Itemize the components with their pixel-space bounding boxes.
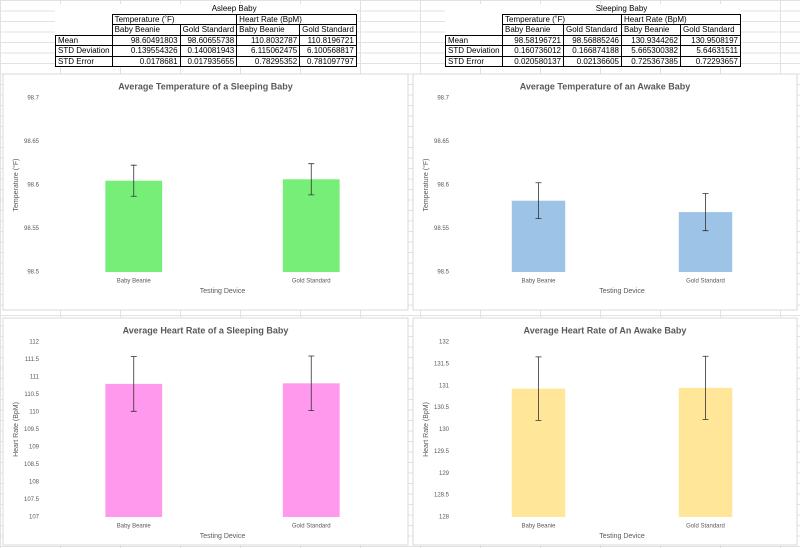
table-title: Asleep Baby xyxy=(211,4,257,13)
chart-area xyxy=(412,73,798,311)
chart-area xyxy=(2,317,409,546)
y-axis-label: Heart Rate (BpM) xyxy=(13,402,20,457)
x-axis-label: Testing Device xyxy=(599,533,645,540)
y-tick-label: 131 xyxy=(439,383,450,389)
y-tick-label: 110 xyxy=(29,410,39,416)
x-tick-label: Gold Standard xyxy=(292,524,331,530)
chart: Average Temperature of an Awake Baby 98.5… xyxy=(412,73,798,311)
y-tick-label: 98.55 xyxy=(24,226,40,232)
y-tick-label: 98.7 xyxy=(437,96,449,102)
y-tick-label: 109.5 xyxy=(24,427,40,433)
error-bar xyxy=(308,355,315,412)
chart-area xyxy=(412,317,798,546)
x-tick-label: Baby Beanie xyxy=(117,524,152,530)
x-tick-label: Gold Standard xyxy=(686,279,725,285)
chart-area xyxy=(2,73,409,311)
y-tick-label: 107.5 xyxy=(24,497,40,503)
table-row: STD Deviation 0.139554326 0.140081943 6.115… xyxy=(55,45,357,57)
y-tick-label: 98.7 xyxy=(27,96,39,102)
table-row: STD Error 0.020580137 0.02136605 0.72536738… xyxy=(445,55,741,67)
y-tick-label: 98.5 xyxy=(437,270,449,276)
error-bar xyxy=(130,164,137,197)
title-row: Sleeping Baby xyxy=(446,4,741,14)
data-table: Asleep Baby Temperature (˚F) Heart Rate (B… xyxy=(55,4,357,67)
chart-title: Average Heart Rate of a Sleeping Baby xyxy=(123,325,289,335)
cell-value: 0.0178681 xyxy=(111,55,181,67)
x-tick-label: Baby Beanie xyxy=(117,279,152,285)
error-bar xyxy=(535,182,542,219)
error-bar xyxy=(535,356,542,421)
y-tick-label: 130 xyxy=(439,427,450,433)
error-bar xyxy=(308,163,315,196)
y-tick-label: 128.5 xyxy=(434,493,450,499)
error-bar xyxy=(702,355,709,420)
x-axis-label: Testing Device xyxy=(200,533,246,540)
y-tick-label: 110.5 xyxy=(24,392,39,398)
y-tick-label: 111 xyxy=(30,375,40,381)
table-row: Mean 98.58196721 98.56885246 130.9344262 130… xyxy=(445,34,741,46)
table-title: Sleeping Baby xyxy=(595,4,648,13)
y-tick-label: 129.5 xyxy=(434,449,450,455)
x-tick-label: Gold Standard xyxy=(292,279,331,285)
error-bar xyxy=(702,193,709,232)
x-tick-label: Baby Beanie xyxy=(521,279,556,285)
x-tick-label: Baby Beanie xyxy=(521,524,556,530)
table-row: STD Error 0.0178681 0.017935655 0.78295352 0… xyxy=(55,55,357,67)
y-tick-label: 129 xyxy=(439,471,450,477)
table-row: STD Deviation 0.160736012 0.166874188 5.665… xyxy=(445,45,741,57)
y-tick-label: 128 xyxy=(439,515,450,521)
y-tick-label: 108 xyxy=(29,480,40,486)
cell-value: 0.78295352 xyxy=(236,55,301,67)
y-tick-label: 98.65 xyxy=(24,139,40,145)
y-axis-label: Temperature (°F) xyxy=(422,159,430,212)
y-tick-label: 98.6 xyxy=(437,183,449,189)
chart-title: Average Heart Rate of An Awake Baby xyxy=(524,325,687,335)
chart: Average Heart Rate of a Sleeping Baby 107… xyxy=(2,317,409,546)
chart-title: Average Temperature of a Sleeping Baby xyxy=(118,81,293,91)
y-tick-label: 111.5 xyxy=(25,357,40,363)
x-axis-label: Testing Device xyxy=(200,288,246,295)
x-axis-label: Testing Device xyxy=(599,288,645,295)
cell-value: 0.72293657 xyxy=(680,55,741,67)
y-tick-label: 98.55 xyxy=(434,226,450,232)
cell-value: 0.781097797 xyxy=(299,55,357,67)
y-tick-label: 131.5 xyxy=(434,361,450,367)
y-tick-label: 98.5 xyxy=(27,270,39,276)
chart: Average Temperature of a Sleeping Baby 98… xyxy=(2,73,409,311)
y-tick-label: 98.65 xyxy=(434,139,450,145)
chart: Average Heart Rate of An Awake Baby 128 12… xyxy=(412,317,798,546)
y-tick-label: 112 xyxy=(29,340,39,346)
data-table: Sleeping Baby Temperature (˚F) Heart Rate … xyxy=(445,4,741,67)
title-row: Asleep Baby xyxy=(56,4,357,14)
chart-title: Average Temperature of an Awake Baby xyxy=(520,81,691,91)
y-tick-label: 132 xyxy=(439,340,450,346)
y-axis-label: Heart Rate (BpM) xyxy=(423,402,430,457)
y-axis-label: Temperature (°F) xyxy=(12,159,20,212)
y-tick-label: 98.6 xyxy=(27,183,39,189)
x-tick-label: Gold Standard xyxy=(686,524,725,530)
y-tick-label: 107 xyxy=(29,515,40,521)
table-row: Mean 98.60491803 98.60655738 110.8032787 110… xyxy=(55,34,357,46)
error-bar xyxy=(130,356,137,412)
y-tick-label: 130.5 xyxy=(434,405,450,411)
y-tick-label: 109 xyxy=(29,445,40,451)
y-tick-label: 108.5 xyxy=(24,462,40,468)
